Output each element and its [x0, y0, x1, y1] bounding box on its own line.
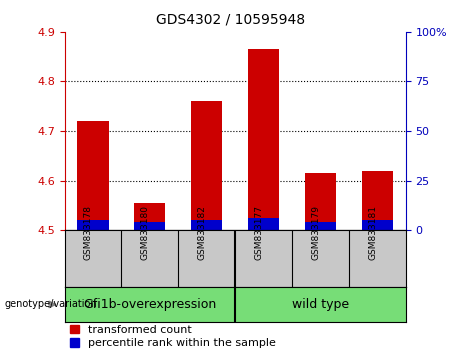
- Bar: [248, 218, 279, 230]
- Bar: [77, 220, 109, 230]
- Text: GSM833179: GSM833179: [311, 205, 320, 261]
- Bar: [248, 49, 279, 230]
- Text: GSM833177: GSM833177: [254, 205, 264, 261]
- Text: genotype/variation: genotype/variation: [5, 299, 97, 309]
- Bar: [361, 220, 393, 230]
- Text: GSM833180: GSM833180: [141, 205, 150, 261]
- Bar: [191, 101, 222, 230]
- Bar: [134, 203, 165, 230]
- Bar: [361, 171, 393, 230]
- Bar: [305, 173, 336, 230]
- Bar: [305, 222, 336, 230]
- Bar: [191, 220, 222, 230]
- Text: wild type: wild type: [292, 298, 349, 311]
- Text: GSM833182: GSM833182: [198, 205, 207, 261]
- Bar: [134, 222, 165, 230]
- Bar: [77, 121, 109, 230]
- Legend: transformed count, percentile rank within the sample: transformed count, percentile rank withi…: [70, 325, 276, 348]
- Text: GDS4302 / 10595948: GDS4302 / 10595948: [156, 12, 305, 27]
- Text: Gfi1b-overexpression: Gfi1b-overexpression: [83, 298, 217, 311]
- Text: GSM833181: GSM833181: [368, 205, 377, 261]
- Text: GSM833178: GSM833178: [84, 205, 93, 261]
